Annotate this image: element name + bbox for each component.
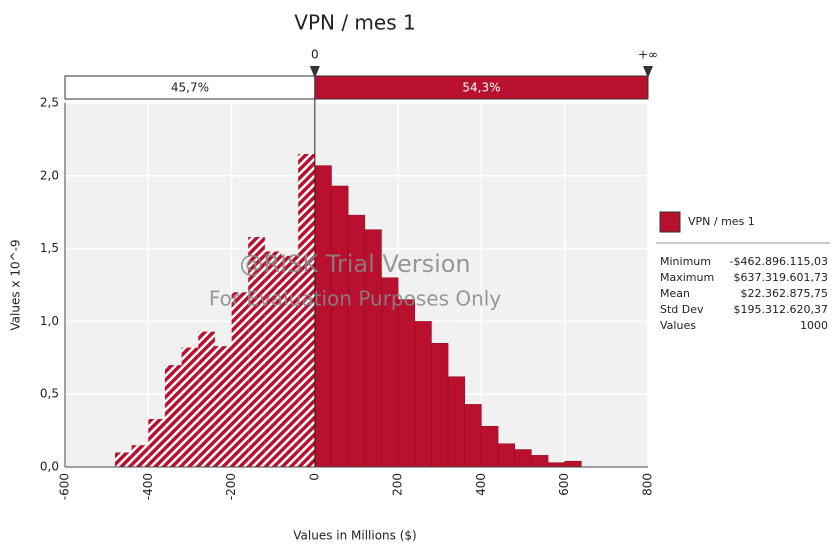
bar — [214, 346, 232, 467]
delimiter-percent: 45,7% — [171, 81, 209, 95]
y-tick-label: 2,0 — [40, 168, 59, 182]
y-tick-label: 0,0 — [40, 460, 59, 474]
y-tick-label: 1,5 — [40, 241, 59, 255]
stat-label: Mean — [660, 287, 690, 300]
x-tick-label: 600 — [557, 473, 571, 496]
stat-value: 1000 — [800, 319, 828, 332]
bar — [431, 342, 449, 468]
x-tick-label: 800 — [641, 473, 655, 496]
stat-label: Maximum — [660, 271, 714, 284]
legend-swatch — [659, 211, 681, 233]
x-tick-label: -200 — [224, 473, 238, 500]
y-tick-label: 0,5 — [40, 387, 59, 401]
stat-value: $195.312.620,37 — [734, 303, 828, 316]
stat-value: $22.362.875,75 — [741, 287, 828, 300]
bar — [531, 455, 549, 468]
bar — [331, 185, 349, 468]
bar — [164, 365, 182, 467]
stat-label: Values — [660, 319, 696, 332]
stat-value: -$462.896.115,03 — [730, 255, 828, 268]
x-tick-label: -600 — [58, 473, 72, 500]
bar — [497, 443, 515, 468]
x-tick-label: 200 — [391, 473, 405, 496]
delimiter-label: 0 — [311, 48, 319, 62]
bar — [447, 376, 466, 468]
delimiter-percent: 54,3% — [462, 81, 500, 95]
bar — [131, 445, 149, 467]
delimiter-right — [314, 75, 649, 100]
bar — [397, 299, 416, 468]
bar — [564, 460, 582, 468]
bar — [281, 255, 299, 467]
bar — [181, 347, 199, 467]
stat-label: Std Dev — [660, 303, 704, 316]
bar — [481, 425, 499, 468]
bar — [298, 153, 315, 467]
bar — [314, 165, 332, 468]
watermark: @RISK Trial Version — [239, 250, 470, 278]
x-axis-label: Values in Millions ($) — [293, 529, 416, 543]
x-tick-label: 0 — [307, 473, 321, 481]
delimiter-handle — [643, 66, 653, 78]
x-tick-label: -400 — [141, 473, 155, 500]
bar — [198, 331, 215, 467]
chart-title: VPN / mes 1 — [294, 11, 415, 35]
bar — [514, 449, 532, 468]
y-tick-label: 2,5 — [40, 96, 59, 110]
y-tick-label: 1,0 — [40, 314, 59, 328]
bar — [231, 292, 249, 467]
bar — [264, 251, 282, 467]
bar — [547, 462, 565, 468]
legend-label: VPN / mes 1 — [688, 215, 755, 228]
delimiter-handle — [309, 66, 320, 78]
bar — [114, 452, 132, 467]
delimiter-label: +∞ — [638, 48, 658, 62]
bar — [464, 404, 482, 468]
x-tick-label: 400 — [474, 473, 488, 496]
y-axis-label: Values x 10^-9 — [9, 239, 23, 330]
stat-label: Minimum — [660, 255, 711, 268]
watermark: For Evaluation Purposes Only — [209, 287, 502, 311]
bar — [248, 236, 265, 467]
bar — [148, 418, 165, 467]
bar — [414, 321, 432, 468]
stat-value: $637.319.601,73 — [734, 271, 828, 284]
